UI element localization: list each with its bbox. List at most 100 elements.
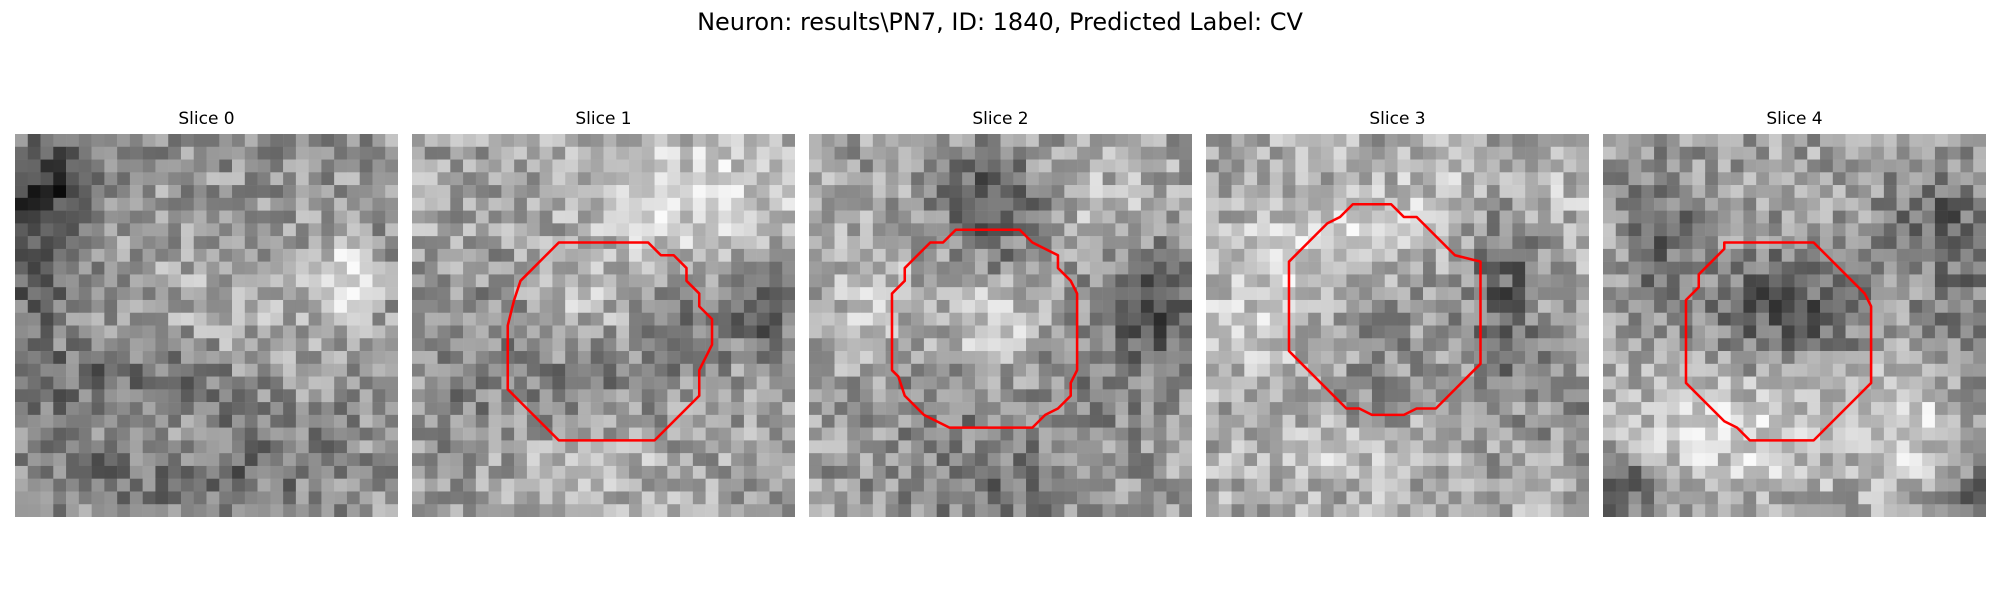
- image-pixel: [450, 299, 464, 313]
- image-pixel: [1537, 134, 1551, 148]
- image-pixel: [1013, 236, 1027, 250]
- image-pixel: [1461, 172, 1475, 186]
- image-pixel: [860, 402, 874, 416]
- image-pixel: [1359, 185, 1373, 199]
- image-pixel: [1654, 338, 1668, 352]
- image-pixel: [1448, 465, 1462, 479]
- image-pixel: [66, 453, 80, 467]
- image-pixel: [539, 440, 553, 454]
- image-pixel: [1231, 351, 1245, 365]
- image-pixel: [424, 427, 438, 441]
- image-pixel: [705, 134, 719, 148]
- image-pixel: [1384, 351, 1398, 365]
- image-pixel: [552, 299, 566, 313]
- image-pixel: [911, 389, 925, 403]
- image-pixel: [1654, 159, 1668, 173]
- image-pixel: [1295, 478, 1309, 492]
- image-pixel: [346, 351, 360, 365]
- image-pixel: [1973, 210, 1986, 224]
- image-pixel: [1628, 248, 1642, 262]
- image-pixel: [450, 197, 464, 211]
- image-pixel: [244, 363, 258, 377]
- image-pixel: [1308, 146, 1322, 160]
- image-pixel: [782, 223, 795, 237]
- image-pixel: [1922, 223, 1936, 237]
- image-pixel: [1781, 287, 1795, 301]
- image-pixel: [962, 351, 976, 365]
- image-pixel: [923, 274, 937, 288]
- image-pixel: [1257, 274, 1271, 288]
- image-pixel: [117, 172, 131, 186]
- image-pixel: [911, 325, 925, 339]
- image-pixel: [526, 134, 540, 148]
- image-pixel: [847, 478, 861, 492]
- image-pixel: [1089, 402, 1103, 416]
- image-pixel: [257, 134, 271, 148]
- image-pixel: [872, 248, 886, 262]
- image-pixel: [949, 427, 963, 441]
- image-pixel: [168, 491, 182, 505]
- image-pixel: [40, 427, 54, 441]
- image-pixel: [590, 376, 604, 390]
- image-pixel: [488, 197, 502, 211]
- image-pixel: [1730, 299, 1744, 313]
- image-pixel: [1576, 159, 1589, 173]
- image-pixel: [1576, 478, 1589, 492]
- image-pixel: [692, 248, 706, 262]
- image-pixel: [1730, 210, 1744, 224]
- image-pixel: [1269, 223, 1283, 237]
- image-pixel: [1077, 453, 1091, 467]
- image-pixel: [1410, 236, 1424, 250]
- image-pixel: [680, 287, 694, 301]
- image-pixel: [769, 351, 783, 365]
- image-pixel: [295, 236, 309, 250]
- image-pixel: [1115, 504, 1129, 517]
- image-pixel: [1448, 504, 1462, 517]
- image-pixel: [1308, 338, 1322, 352]
- image-pixel: [359, 197, 373, 211]
- image-pixel: [654, 223, 668, 237]
- image-pixel: [180, 159, 194, 173]
- image-pixel: [1269, 389, 1283, 403]
- image-pixel: [539, 197, 553, 211]
- image-pixel: [1423, 389, 1437, 403]
- image-pixel: [629, 274, 643, 288]
- image-pixel: [40, 478, 54, 492]
- image-pixel: [1537, 287, 1551, 301]
- image-pixel: [1000, 325, 1014, 339]
- image-pixel: [1499, 134, 1513, 148]
- image-pixel: [782, 478, 795, 492]
- image-pixel: [1654, 134, 1668, 148]
- image-pixel: [1269, 185, 1283, 199]
- image-pixel: [1896, 236, 1910, 250]
- image-pixel: [412, 338, 426, 352]
- image-pixel: [1794, 325, 1808, 339]
- image-pixel: [1666, 465, 1680, 479]
- image-pixel: [488, 287, 502, 301]
- image-pixel: [590, 172, 604, 186]
- image-pixel: [1038, 478, 1052, 492]
- image-pixel: [1730, 134, 1744, 148]
- image-pixel: [104, 402, 118, 416]
- image-pixel: [1883, 261, 1897, 275]
- image-pixel: [463, 146, 477, 160]
- image-pixel: [1308, 299, 1322, 313]
- image-pixel: [155, 274, 169, 288]
- image-pixel: [1179, 325, 1192, 339]
- image-pixel: [756, 504, 770, 517]
- image-pixel: [412, 427, 426, 441]
- image-pixel: [1692, 376, 1706, 390]
- image-pixel: [834, 172, 848, 186]
- image-pixel: [1845, 363, 1859, 377]
- image-pixel: [769, 325, 783, 339]
- image-pixel: [1883, 134, 1897, 148]
- image-pixel: [680, 453, 694, 467]
- image-pixel: [180, 453, 194, 467]
- image-pixel: [1781, 223, 1795, 237]
- image-pixel: [1064, 491, 1078, 505]
- image-pixel: [1051, 338, 1065, 352]
- image-pixel: [577, 351, 591, 365]
- image-pixel: [1794, 465, 1808, 479]
- image-pixel: [1768, 376, 1782, 390]
- image-pixel: [974, 325, 988, 339]
